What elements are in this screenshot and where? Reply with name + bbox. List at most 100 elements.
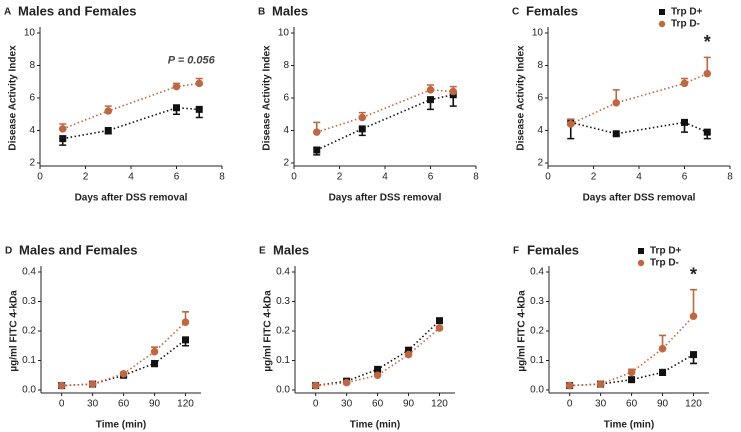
- series-line: [62, 82, 200, 130]
- x-tick-label: 60: [118, 399, 130, 410]
- legend-marker: [659, 9, 665, 15]
- marker: [435, 324, 444, 332]
- x-tick-label: 30: [595, 399, 607, 410]
- annotation: P = 0.056: [168, 54, 216, 66]
- y-tick-label: 0.2: [22, 326, 36, 337]
- x-tick-label: 6: [428, 172, 434, 183]
- panel-title: Males: [273, 242, 309, 257]
- marker: [358, 125, 366, 133]
- marker: [690, 351, 698, 359]
- y-tick-label: 0.0: [22, 385, 36, 396]
- y-tick-label: 10: [24, 28, 36, 39]
- marker: [181, 318, 190, 326]
- marker: [58, 125, 67, 133]
- y-axis-label: µg/ml FITC 4-kDa: [263, 290, 274, 372]
- y-axis-label: Disease Activity Index: [8, 45, 19, 151]
- series-line: [315, 327, 441, 387]
- annotation: *: [704, 32, 711, 52]
- marker: [680, 79, 689, 88]
- y-tick-label: 0.0: [530, 385, 544, 396]
- legend-marker: [658, 20, 666, 28]
- panel-title: Females: [527, 242, 579, 257]
- marker: [150, 347, 159, 356]
- panel-title: Males and Females: [19, 242, 138, 257]
- x-axis-label: Days after DSS removal: [329, 193, 442, 204]
- y-tick-label: 0.1: [530, 355, 544, 366]
- series-line: [570, 121, 708, 135]
- marker: [612, 130, 620, 138]
- annotation: *: [690, 264, 697, 284]
- y-tick-label: 0.1: [22, 355, 36, 366]
- series-line: [62, 106, 200, 140]
- marker: [658, 344, 667, 353]
- panel-letter: A: [4, 7, 11, 18]
- marker: [436, 317, 444, 325]
- y-tick-label: 0.2: [276, 326, 290, 337]
- legend-marker: [638, 248, 644, 254]
- y-tick-label: 0.3: [276, 296, 290, 307]
- series-line: [61, 321, 187, 387]
- x-tick-label: 30: [87, 399, 99, 410]
- y-tick-label: 0.3: [530, 296, 544, 307]
- x-tick-label: 2: [337, 172, 343, 183]
- panel-letter: B: [258, 7, 265, 18]
- panel-title: Males: [272, 3, 308, 18]
- marker: [358, 113, 367, 122]
- y-tick-label: 4: [283, 125, 289, 136]
- marker: [628, 376, 636, 384]
- x-tick-label: 30: [341, 399, 353, 410]
- x-tick-label: 120: [685, 399, 702, 410]
- panel-letter: C: [512, 7, 519, 18]
- marker: [426, 86, 435, 94]
- series-line: [570, 72, 708, 125]
- marker: [405, 346, 413, 354]
- x-axis-label: Time (min): [604, 420, 654, 431]
- y-tick-label: 0.0: [276, 385, 290, 396]
- x-axis-label: Time (min): [350, 420, 400, 431]
- x-tick-label: 4: [128, 172, 134, 183]
- y-tick-label: 8: [283, 60, 289, 71]
- y-tick-label: 8: [537, 60, 543, 71]
- x-tick-label: 90: [149, 399, 161, 410]
- series-line: [316, 93, 454, 151]
- x-tick-label: 2: [591, 172, 597, 183]
- marker: [689, 312, 698, 321]
- legend-label: Trp D+: [650, 246, 682, 257]
- marker: [195, 105, 203, 113]
- y-tick-label: 4: [537, 125, 543, 136]
- x-tick-label: 60: [372, 399, 384, 410]
- legend-marker: [637, 259, 645, 267]
- x-tick-label: 4: [636, 172, 642, 183]
- y-tick-label: 10: [278, 28, 290, 39]
- marker: [151, 359, 159, 367]
- x-tick-label: 0: [545, 172, 551, 183]
- marker: [566, 120, 575, 128]
- panel-letter: F: [513, 246, 519, 257]
- x-tick-label: 0: [291, 172, 297, 183]
- marker: [104, 127, 112, 134]
- x-tick-label: 0: [313, 399, 319, 410]
- marker: [119, 369, 128, 378]
- y-tick-label: 6: [283, 93, 289, 104]
- y-tick-label: 0.1: [276, 355, 290, 366]
- y-tick-label: 0.2: [530, 326, 544, 337]
- x-tick-label: 8: [473, 172, 479, 183]
- y-tick-label: 0.3: [22, 296, 36, 307]
- marker: [703, 128, 711, 136]
- panel-title: Males and Females: [18, 3, 137, 18]
- panel-letter: D: [5, 246, 12, 257]
- x-tick-label: 6: [682, 172, 688, 183]
- marker: [627, 368, 636, 377]
- marker: [612, 99, 621, 107]
- marker: [342, 378, 351, 387]
- y-tick-label: 6: [537, 93, 543, 104]
- marker: [565, 381, 574, 390]
- legend-label: Trp D-: [671, 19, 700, 30]
- marker: [374, 365, 382, 373]
- marker: [195, 79, 204, 88]
- y-tick-label: 4: [29, 125, 35, 136]
- x-tick-label: 0: [37, 172, 43, 183]
- y-tick-label: 8: [29, 60, 35, 71]
- x-tick-label: 90: [657, 399, 669, 410]
